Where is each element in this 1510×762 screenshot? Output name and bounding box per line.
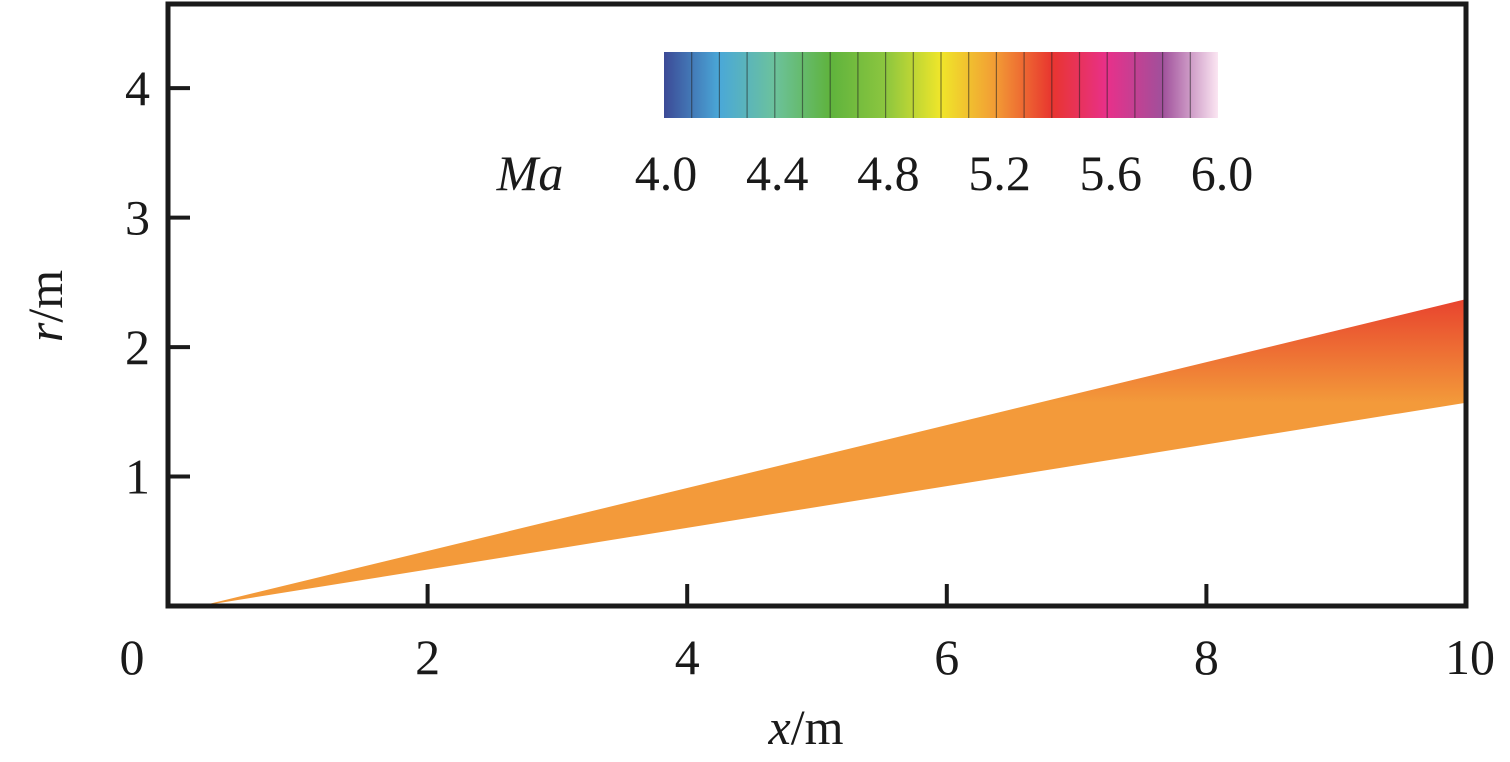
x-tick-label: 10: [1445, 629, 1495, 685]
x-axis-ticks: 0 2 4 6 8 10: [120, 584, 1495, 685]
x-tick-label: 4: [675, 629, 700, 685]
colorbar-tick-label: 4.0: [635, 145, 698, 201]
colorbar-tick-label: 5.2: [968, 145, 1031, 201]
x-axis-unit: /m: [791, 699, 844, 755]
y-tick-label: 1: [125, 449, 150, 505]
plot-frame: [165, 1, 1469, 609]
mach-region: [200, 299, 1467, 606]
x-axis-label: x/m: [768, 699, 844, 755]
x-axis-variable: x: [768, 699, 791, 755]
colorbar-label: Ma: [496, 145, 564, 201]
y-axis-label: r/m: [17, 270, 73, 342]
y-tick-label: 4: [125, 60, 150, 116]
y-axis-unit: /m: [17, 270, 73, 323]
x-tick-label: 2: [415, 629, 440, 685]
colorbar-tick-label: 4.8: [857, 145, 920, 201]
x-tick-label: 8: [1194, 629, 1219, 685]
y-tick-label: 2: [125, 319, 150, 375]
colorbar: 4.0 4.4 4.8 5.2 5.6 6.0: [635, 52, 1254, 201]
y-tick-label: 3: [125, 190, 150, 246]
x-tick-label: 6: [934, 629, 959, 685]
colorbar-tick-label: 6.0: [1191, 145, 1254, 201]
plot-region: [200, 299, 1467, 606]
y-axis-variable: r: [17, 322, 73, 342]
colorbar-tick-label: 5.6: [1080, 145, 1143, 201]
y-axis-ticks: 1 2 3 4: [125, 60, 190, 505]
colorbar-tick-label: 4.4: [746, 145, 809, 201]
x-tick-label: 0: [120, 629, 145, 685]
